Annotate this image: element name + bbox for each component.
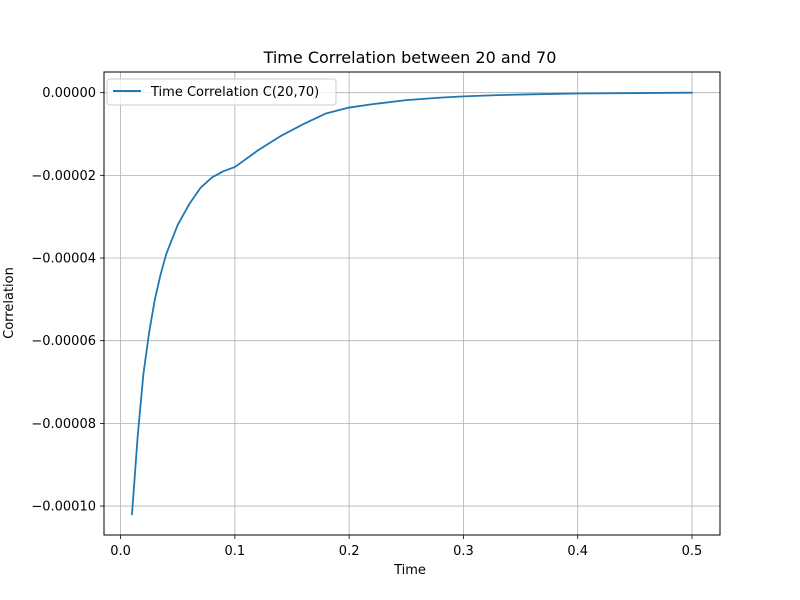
x-tick-label: 0.1 (225, 544, 246, 559)
legend-box (106, 78, 337, 106)
axis-ticks: 0.0 0.1 0.2 0.3 0.4 0.5 0.00000 −0.00002 −0.0000… (31, 86, 702, 559)
series-layer (131, 91, 693, 516)
plot-frame (103, 71, 721, 536)
y-axis-label: Correlation (2, 267, 17, 339)
x-tick-label: 0.3 (453, 544, 474, 559)
y-tick-label: −0.00006 (31, 334, 96, 349)
x-tick-label: 0.0 (110, 544, 131, 559)
y-tick-label: −0.00002 (31, 169, 96, 184)
x-axis-label: Time (393, 563, 426, 578)
chart-title: Time Correlation between 20 and 70 (263, 48, 557, 67)
legend-entry-label: Time Correlation C(20,70) (150, 85, 319, 100)
x-tick-label: 0.5 (682, 544, 703, 559)
legend: Time Correlation C(20,70) (106, 78, 337, 106)
grid (104, 72, 720, 535)
y-tick-label: −0.00008 (31, 417, 96, 432)
x-tick-label: 0.2 (339, 544, 360, 559)
x-tick-label: 0.4 (567, 544, 588, 559)
y-tick-label: 0.00000 (42, 86, 96, 101)
series-line-c-20-70 (131, 91, 693, 516)
y-tick-label: −0.00004 (31, 252, 96, 267)
y-tick-label: −0.00010 (31, 500, 96, 515)
